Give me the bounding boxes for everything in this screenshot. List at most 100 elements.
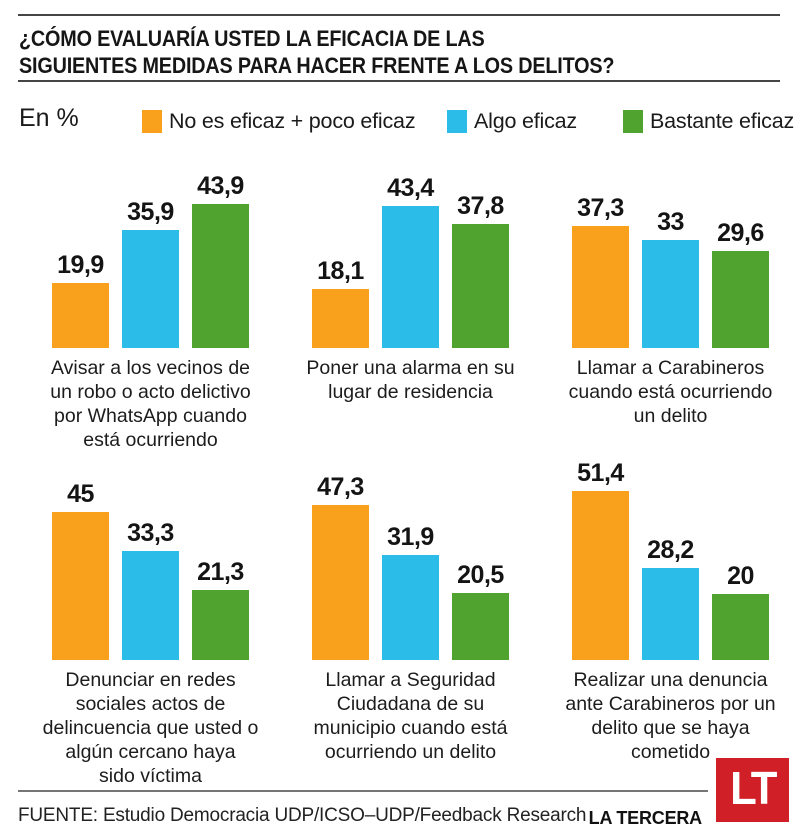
bar-cell: 37,3 xyxy=(572,168,629,348)
bar-cell: 47,3 xyxy=(312,455,369,660)
bar-no-es-eficaz-poco-eficaz xyxy=(52,512,109,660)
bar-cell: 31,9 xyxy=(382,455,439,660)
bar-value-label: 35,9 xyxy=(127,198,174,226)
bar-no-es-eficaz-poco-eficaz xyxy=(572,226,629,348)
unit-label: En % xyxy=(19,104,79,132)
bar-cell: 43,4 xyxy=(382,168,439,348)
page-title-line1: ¿CÓMO EVALUARÍA USTED LA EFICACIA DE LAS xyxy=(19,26,485,51)
category-label: Llamar a Seguridad Ciudadana de su municip… xyxy=(271,668,551,764)
category-label-line: un robo o acto delictivo xyxy=(50,381,251,403)
category-label-line: ante Carabineros por un xyxy=(565,693,776,715)
bar-cell: 21,3 xyxy=(192,455,249,660)
category-label-line: lugar de residencia xyxy=(328,381,493,403)
category-label-line: ocurriendo un delito xyxy=(324,741,497,763)
legend-label: Algo eficaz xyxy=(474,109,577,133)
category-label-line: Denunciar en redes xyxy=(65,669,236,691)
title-divider xyxy=(18,80,780,82)
bar-algo-eficaz xyxy=(122,551,179,660)
bar-no-es-eficaz-poco-eficaz xyxy=(312,505,369,660)
bar-bastante-eficaz xyxy=(452,224,509,348)
category-label-line: cuando está ocurriendo xyxy=(568,381,773,403)
top-divider xyxy=(18,14,780,16)
bar-bastante-eficaz xyxy=(712,251,769,348)
bar-value-label: 43,4 xyxy=(387,174,434,202)
page-title-line2: SIGUIENTES MEDIDAS PARA HACER FRENTE A L… xyxy=(19,53,615,78)
category-label-line: sido víctima xyxy=(99,765,202,787)
bar-cell: 33,3 xyxy=(122,455,179,660)
category-label: Llamar a Carabineros cuando está ocurrien… xyxy=(531,356,800,428)
bar-value-label: 31,9 xyxy=(387,523,434,551)
bar-no-es-eficaz-poco-eficaz xyxy=(52,283,109,348)
legend-item-no-es-eficaz-poco-eficaz: No es eficaz + poco eficaz xyxy=(142,109,416,134)
bar-algo-eficaz xyxy=(642,240,699,348)
bar-value-label: 37,3 xyxy=(577,194,624,222)
category-label-line: municipio cuando está xyxy=(313,717,508,739)
bar-group: 37,3 33 29,6 Llamar a Carabineros cuando est… xyxy=(569,168,773,427)
bar-value-label: 33 xyxy=(657,208,684,236)
legend-item-bastante-eficaz: Bastante eficaz xyxy=(623,109,794,134)
bar-cell: 43,9 xyxy=(192,168,249,348)
legend-item-algo-eficaz: Algo eficaz xyxy=(447,109,577,134)
bar-cell: 51,4 xyxy=(572,455,629,660)
bar-value-label: 45 xyxy=(67,480,94,508)
bar-cell: 20 xyxy=(712,455,769,660)
bar-no-es-eficaz-poco-eficaz xyxy=(572,491,629,660)
bar-group: 47,3 31,9 20,5 Llamar a Seguridad Ciudadana … xyxy=(312,455,509,763)
category-label: Denunciar en redes sociales actos de delin… xyxy=(11,668,291,788)
bar-value-label: 47,3 xyxy=(317,473,364,501)
category-label-line: Avisar a los vecinos de xyxy=(50,357,251,379)
bar-group: 45 33,3 21,3 Denunciar en redes sociales act… xyxy=(43,455,259,787)
category-label-line: delito que se haya xyxy=(591,717,750,739)
category-label: Poner una alarma en su lugar de residenci… xyxy=(271,356,551,404)
bar-cell: 28,2 xyxy=(642,455,699,660)
brand-name: LA TERCERA xyxy=(588,808,703,827)
category-label-line: sociales actos de xyxy=(75,693,226,715)
category-label-line: Llamar a Carabineros xyxy=(576,357,765,379)
bar-no-es-eficaz-poco-eficaz xyxy=(312,289,369,348)
brand-logo-text: LT xyxy=(730,762,777,814)
bar-value-label: 37,8 xyxy=(457,192,504,220)
bar-value-label: 19,9 xyxy=(57,251,104,279)
category-label-line: Realizar una denuncia xyxy=(573,669,768,691)
footer-divider xyxy=(18,790,708,792)
legend-label: No es eficaz + poco eficaz xyxy=(169,109,416,133)
category-label-line: cometido xyxy=(630,741,711,763)
bar-value-label: 29,6 xyxy=(717,219,764,247)
bar-value-label: 20 xyxy=(727,562,754,590)
bar-cell: 37,8 xyxy=(452,168,509,348)
bar-cell: 18,1 xyxy=(312,168,369,348)
bar-value-label: 33,3 xyxy=(127,519,174,547)
bar-cell: 20,5 xyxy=(452,455,509,660)
bar-group: 19,9 35,9 43,9 Avisar a los vecinos de un ro… xyxy=(50,168,251,451)
category-label-line: Llamar a Seguridad xyxy=(325,669,496,691)
category-label-line: está ocurriendo xyxy=(83,429,218,451)
category-label-line: por WhatsApp cuando xyxy=(54,405,247,427)
category-label-line: algún cercano haya xyxy=(65,741,236,763)
legend-label: Bastante eficaz xyxy=(650,109,795,133)
bar-value-label: 28,2 xyxy=(647,536,694,564)
bar-value-label: 51,4 xyxy=(577,459,624,487)
bar-cell: 45 xyxy=(52,455,109,660)
bar-cell: 33 xyxy=(642,168,699,348)
bar-group: 51,4 28,2 20 Realizar una denuncia ante Cara… xyxy=(565,455,775,763)
bar-cell: 35,9 xyxy=(122,168,179,348)
bar-value-label: 21,3 xyxy=(197,558,244,586)
legend-swatch-bastante-eficaz xyxy=(623,110,643,133)
bar-algo-eficaz xyxy=(642,568,699,660)
legend-swatch-no-es-eficaz-poco-eficaz xyxy=(142,110,162,133)
bar-value-label: 18,1 xyxy=(317,257,364,285)
brand-logo: LT xyxy=(716,758,789,822)
bar-bastante-eficaz xyxy=(192,590,249,660)
bar-group: 18,1 43,4 37,8 Poner una alarma en su lugar … xyxy=(306,168,514,403)
category-label-line: un delito xyxy=(633,405,708,427)
bar-algo-eficaz xyxy=(382,206,439,348)
bar-value-label: 20,5 xyxy=(457,561,504,589)
category-label-line: Ciudadana de su xyxy=(336,693,485,715)
category-label: Realizar una denuncia ante Carabineros po… xyxy=(531,668,800,764)
page-title: ¿CÓMO EVALUARÍA USTED LA EFICACIA DE LAS… xyxy=(19,25,696,79)
bar-algo-eficaz xyxy=(122,230,179,348)
bar-bastante-eficaz xyxy=(712,594,769,660)
category-label: Avisar a los vecinos de un robo o acto de… xyxy=(11,356,291,452)
bar-bastante-eficaz xyxy=(452,593,509,660)
